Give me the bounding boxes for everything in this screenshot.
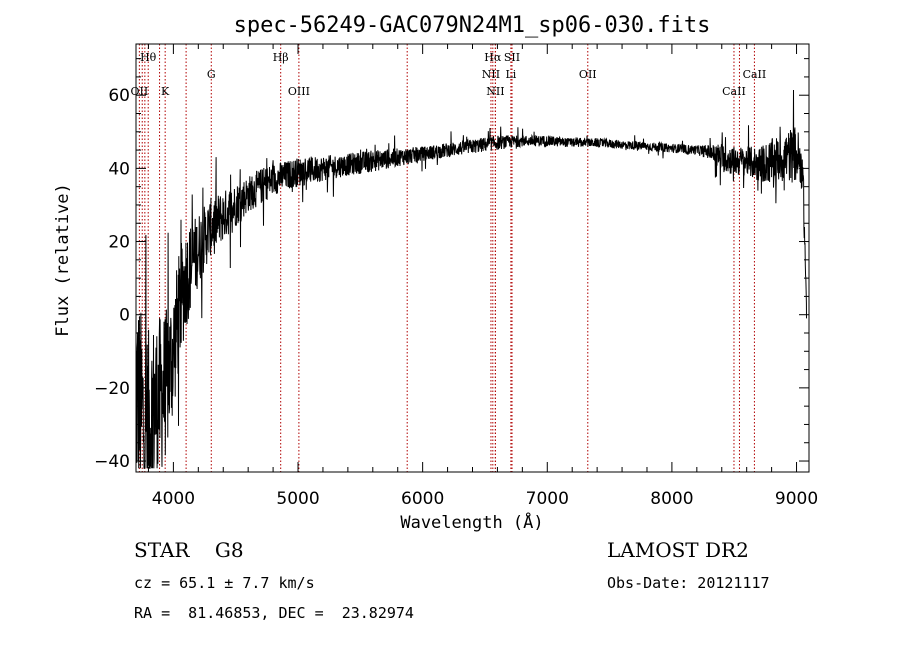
y-tick-label: −20 [94, 379, 130, 399]
x-tick-label: 9000 [775, 489, 818, 509]
chart-title: spec-56249-GAC079N24M1_sp06-030.fits [234, 13, 711, 38]
y-tick-label: 60 [108, 86, 130, 106]
spectral-line-label: NII [486, 85, 504, 98]
spectral-line-label: OIII [288, 85, 310, 98]
spectral-line-label: K [161, 85, 170, 98]
coordinates: RA = 81.46853, DEC = 23.82974 [134, 604, 414, 622]
spectral-line-label: G [207, 68, 216, 81]
y-tick-label: −40 [94, 452, 130, 472]
spectral-line-label: CaII [722, 85, 746, 98]
spectral-line-label: OII [579, 68, 597, 81]
x-axis-label: Wavelength (Å) [400, 511, 543, 533]
observation-date: Obs-Date: 20121117 [607, 574, 770, 592]
x-tick-label: 6000 [401, 489, 444, 509]
spectral-line-label: Hα [484, 51, 502, 64]
y-tick-label: 40 [108, 159, 130, 179]
y-tick-labels: −40 −20 0 20 40 60 [94, 86, 130, 472]
spectral-line-label: Hβ [273, 51, 289, 64]
spectral-line-label: OII [131, 85, 149, 98]
axis-ticks [136, 44, 809, 472]
spectral-line-markers [138, 44, 755, 472]
spectral-line-label: SII [504, 51, 520, 64]
spectral-line-label: NII [482, 68, 500, 81]
survey-name: LAMOST DR2 [607, 538, 749, 562]
y-axis-label: Flux (relative) [53, 183, 73, 337]
x-tick-label: 7000 [526, 489, 569, 509]
x-tick-label: 5000 [276, 489, 319, 509]
x-tick-label: 4000 [152, 489, 195, 509]
spectrum-trace-group [135, 89, 807, 469]
spectral-line-label: Hθ [140, 51, 157, 64]
x-tick-labels: 4000 5000 6000 7000 8000 9000 [152, 489, 818, 509]
y-tick-label: 0 [119, 306, 130, 326]
plot-frame [135, 43, 810, 473]
redshift-cz: cz = 65.1 ± 7.7 km/s [134, 574, 315, 592]
x-tick-label: 8000 [650, 489, 693, 509]
spectral-line-label: Li [505, 68, 516, 81]
spectral-line-label: CaII [743, 68, 767, 81]
y-tick-label: 20 [108, 233, 130, 253]
object-type: STAR G8 [134, 538, 244, 562]
spectrum-trace [135, 89, 807, 469]
